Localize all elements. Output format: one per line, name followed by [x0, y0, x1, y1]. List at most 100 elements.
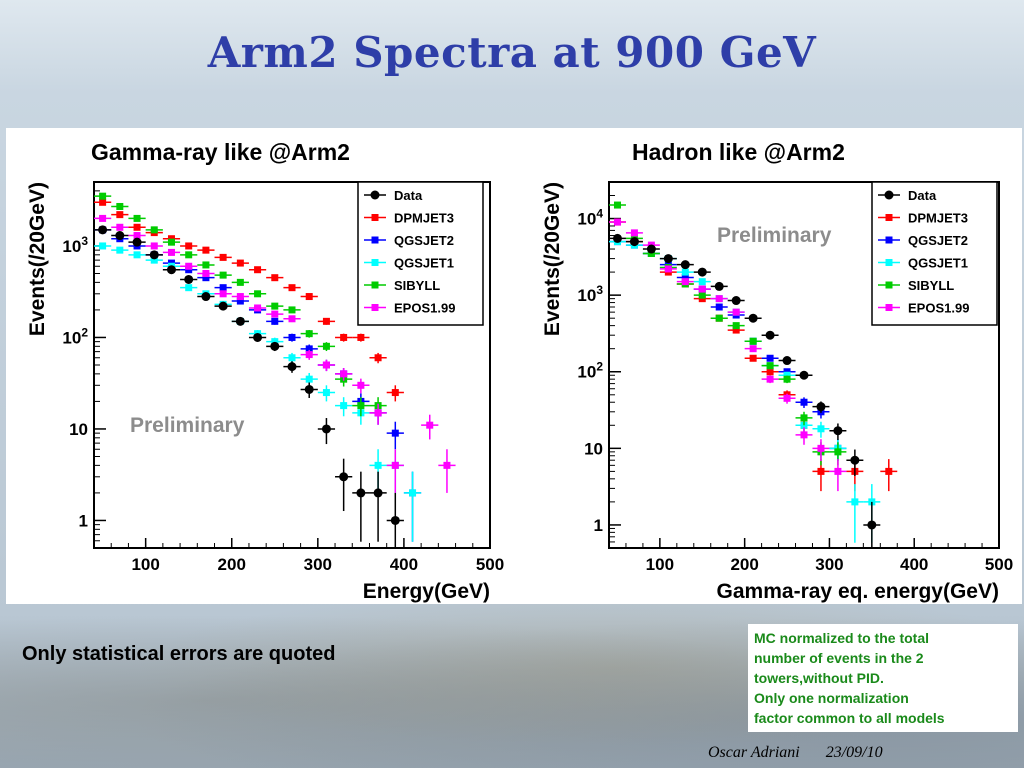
data-point: [201, 292, 211, 302]
data-point: [715, 295, 723, 303]
data-point: [663, 254, 673, 264]
x-tick-label: 200: [218, 555, 246, 574]
data-point: [288, 284, 296, 292]
legend-swatch-marker: [371, 259, 379, 266]
series-data: [94, 225, 404, 548]
chart-title: Hadron like @Arm2: [632, 139, 845, 165]
data-point: [340, 402, 348, 410]
data-point: [630, 229, 638, 237]
data-point: [322, 361, 330, 369]
legend-entry-label: QGSJET1: [394, 256, 454, 271]
legend-swatch-marker: [885, 236, 893, 244]
data-point: [185, 251, 193, 259]
legend-entry-label: QGSJET2: [394, 233, 454, 248]
data-point: [766, 354, 774, 362]
data-point: [782, 356, 792, 366]
data-point: [374, 354, 382, 362]
series-dpmjet3: [94, 198, 404, 402]
x-axis-label: Energy(GeV): [363, 580, 490, 603]
data-point: [288, 333, 296, 341]
series-data: [609, 233, 881, 548]
data-point: [681, 278, 689, 286]
data-point: [443, 461, 451, 469]
x-axis-label: Gamma-ray eq. energy(GeV): [717, 580, 999, 603]
data-point: [340, 370, 348, 378]
legend: Data DPMJET3 QGSJET2 QGSJET1 SIBYLL EPOS1.99: [357, 181, 484, 326]
data-point: [817, 425, 825, 433]
data-point: [149, 250, 159, 260]
data-point: [270, 341, 280, 351]
data-point: [133, 214, 141, 222]
legend-entry-label: Data: [394, 188, 423, 203]
data-point: [219, 253, 227, 261]
statistical-errors-note: Only statistical errors are quoted: [22, 643, 336, 665]
legend-entry-label: SIBYLL: [394, 278, 440, 293]
normalization-note-line: Only one normalization: [754, 690, 909, 706]
data-point: [202, 246, 210, 254]
legend-swatch-marker: [885, 304, 893, 311]
data-point: [271, 317, 279, 325]
y-tick-base: 10: [62, 237, 81, 256]
legend-entry-label: DPMJET3: [908, 211, 968, 226]
data-point: [99, 192, 107, 200]
data-point: [115, 231, 125, 241]
legend-swatch-marker: [371, 281, 379, 289]
data-point: [254, 290, 262, 298]
y-tick-label: 1: [594, 516, 603, 535]
data-point: [133, 223, 141, 231]
data-point: [254, 266, 262, 274]
data-point: [732, 308, 740, 316]
data-point: [816, 402, 826, 412]
data-point: [235, 316, 245, 326]
footer: Oscar Adriani 23/09/10: [708, 744, 883, 762]
series-qgsjet2: [609, 238, 847, 461]
y-tick-exponent: 2: [81, 325, 88, 339]
x-tick-label: 400: [390, 555, 418, 574]
data-point: [373, 488, 383, 498]
plots-panel: Gamma-ray like @Arm2 100 200 300 400 500 1 10 10…: [6, 128, 1022, 604]
series-dpmjet3: [609, 218, 898, 492]
data-point: [253, 332, 263, 342]
data-point: [321, 424, 331, 434]
data-point: [236, 278, 244, 286]
y-tick-base: 10: [577, 363, 596, 382]
x-tick-label: 300: [304, 555, 332, 574]
data-point: [800, 398, 808, 406]
data-point: [698, 278, 706, 286]
legend-box: [871, 181, 998, 326]
data-point: [783, 394, 791, 402]
data-point: [783, 368, 791, 376]
data-point: [749, 337, 757, 345]
data-point: [219, 290, 227, 298]
data-point: [817, 444, 825, 452]
y-tick-base: 10: [577, 210, 596, 229]
legend-entry-label: SIBYLL: [908, 278, 954, 293]
data-point: [271, 274, 279, 282]
data-point: [99, 214, 107, 222]
y-tick-label: 103: [62, 234, 88, 256]
data-point: [132, 237, 142, 247]
preliminary-annotation: Preliminary: [130, 414, 245, 437]
data-point: [322, 342, 330, 350]
data-point: [680, 260, 690, 270]
data-point: [698, 291, 706, 299]
x-tick-label: 100: [646, 555, 674, 574]
x-tick-label: 500: [985, 555, 1013, 574]
data-point: [185, 242, 193, 250]
legend-swatch-marker: [371, 236, 379, 244]
data-point: [817, 467, 825, 475]
data-point: [150, 242, 158, 250]
data-point: [783, 371, 791, 379]
data-point: [783, 375, 791, 383]
data-point: [867, 520, 877, 530]
data-point: [714, 281, 724, 291]
plot-frame: [608, 181, 1000, 549]
data-point: [732, 322, 740, 330]
x-tick-label: 400: [900, 555, 928, 574]
data-point: [218, 301, 228, 311]
data-point: [304, 384, 314, 394]
data-point: [339, 472, 349, 482]
data-point: [731, 296, 741, 306]
